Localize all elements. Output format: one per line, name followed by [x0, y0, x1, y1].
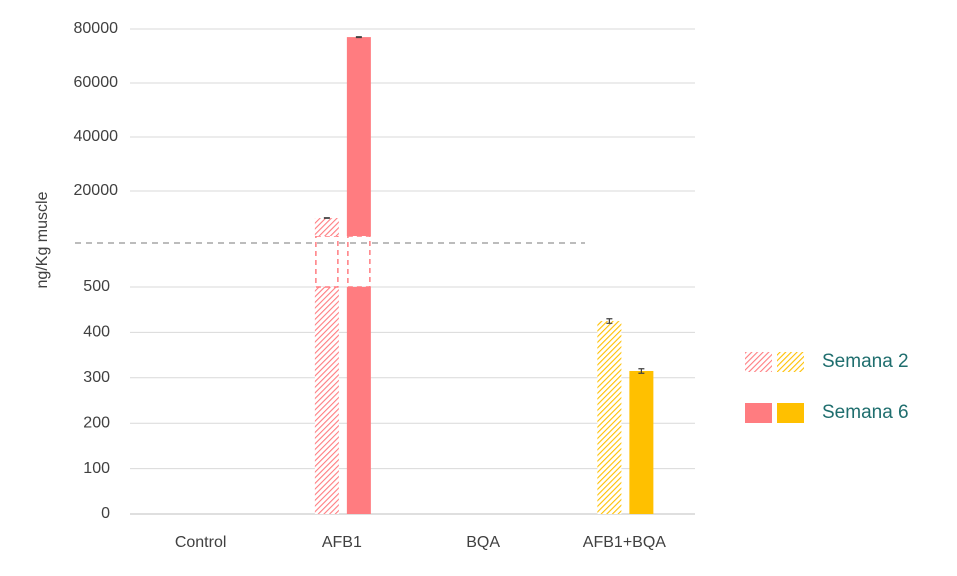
error-bar — [606, 318, 613, 324]
error-bar — [323, 217, 330, 219]
x-tick-label: AFB1+BQA — [583, 534, 666, 551]
y-tick-label: 60000 — [74, 74, 119, 91]
x-tick-label: Control — [175, 534, 227, 551]
error-bar — [355, 36, 362, 39]
y-tick-label: 20000 — [74, 182, 119, 199]
x-tick-label: BQA — [466, 534, 500, 551]
y-tick-label: 200 — [83, 414, 110, 431]
legend-swatch — [777, 403, 804, 423]
y-tick-label: 0 — [101, 505, 110, 522]
y-axis-label: ng/Kg muscle — [34, 191, 51, 288]
legend-swatch — [745, 403, 772, 423]
error-bar — [638, 368, 645, 374]
y-tick-label: 500 — [83, 278, 110, 295]
y-tick-label: 300 — [83, 369, 110, 386]
y-tick-label: 80000 — [74, 20, 119, 37]
bar-lower — [314, 287, 339, 514]
bar-lower — [346, 287, 371, 514]
bar — [629, 370, 654, 514]
legend-label: Semana 6 — [822, 402, 909, 423]
bar-upper — [314, 218, 339, 236]
y-tick-label: 100 — [83, 460, 110, 477]
x-tick-label: AFB1 — [322, 534, 362, 551]
y-tick-label: 40000 — [74, 128, 119, 145]
legend-label: Semana 2 — [822, 351, 909, 372]
bar — [597, 321, 622, 514]
legend-swatch — [777, 352, 804, 372]
bar-upper — [346, 37, 371, 236]
y-tick-label: 400 — [83, 324, 110, 341]
legend-swatch — [745, 352, 772, 372]
